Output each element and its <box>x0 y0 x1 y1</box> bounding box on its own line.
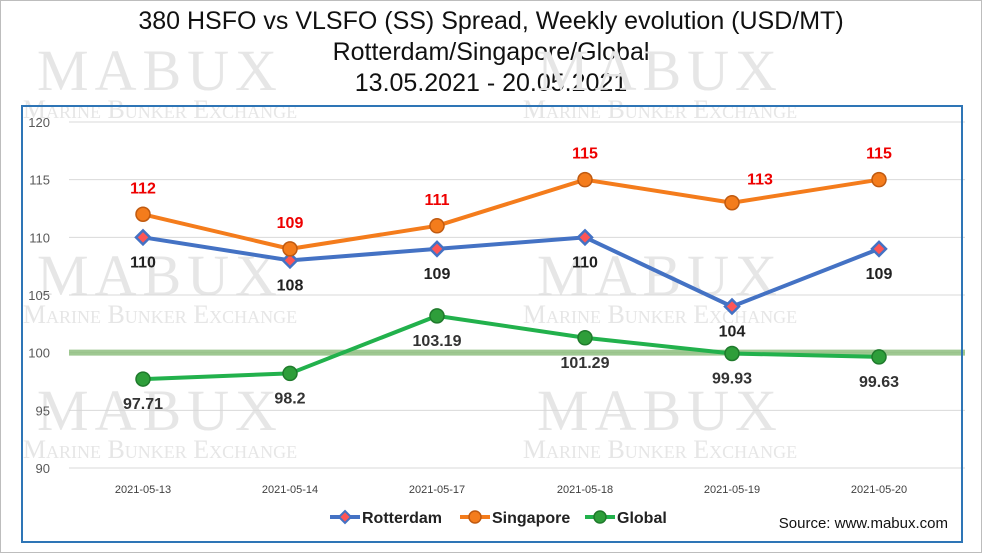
title-line-3: 13.05.2021 - 20.05.2021 <box>354 69 628 97</box>
chart-title: 380 HSFO vs VLSFO (SS) Spread, Weekly ev… <box>0 6 982 99</box>
data-label-rotterdam: 109 <box>424 266 451 283</box>
chart-frame <box>21 105 963 543</box>
watermark-brand: MABUX <box>537 38 783 103</box>
point-global <box>577 330 593 346</box>
y-tick-label: 95 <box>36 403 50 418</box>
point-singapore <box>577 171 593 188</box>
point-rotterdam <box>723 297 741 316</box>
x-tick-label: 2021-05-13 <box>115 484 171 496</box>
data-label-singapore: 113 <box>747 172 773 189</box>
data-label-global: 99.63 <box>859 374 899 391</box>
y-tick-label: 120 <box>28 115 50 130</box>
y-tick-label: 110 <box>29 230 50 245</box>
watermark-brand: MABUX <box>537 243 783 308</box>
point-global <box>282 365 298 382</box>
data-label-singapore: 115 <box>866 146 892 163</box>
x-tick-label: 2021-05-18 <box>557 484 613 496</box>
legend: Rotterdam Singapore Global <box>330 509 667 527</box>
x-axis-ticks: 2021-05-13 2021-05-14 2021-05-17 2021-05-18… <box>115 484 907 496</box>
data-labels: 110 108 109 110 104 109 112 109 111 115 113 115 97.7… <box>123 146 899 413</box>
point-global <box>724 345 740 362</box>
watermark-tagline: Marine Bunker Exchange <box>523 435 797 464</box>
legend-label-singapore: Singapore <box>492 510 570 527</box>
series-layer <box>134 171 888 387</box>
legend-label-rotterdam: Rotterdam <box>362 510 442 527</box>
x-tick-label: 2021-05-19 <box>704 484 760 496</box>
data-label-singapore: 115 <box>572 146 598 163</box>
point-singapore <box>282 241 298 257</box>
watermark-tagline: Marine Bunker Exchange <box>523 300 797 329</box>
legend-marker-singapore <box>468 510 482 524</box>
point-rotterdam <box>576 228 594 247</box>
data-label-rotterdam: 104 <box>719 324 746 341</box>
point-singapore <box>871 171 887 188</box>
data-label-global: 101.29 <box>561 355 610 372</box>
watermark-brand: MABUX <box>37 38 283 103</box>
y-tick-label: 115 <box>29 173 50 188</box>
point-global <box>429 308 445 324</box>
y-tick-label: 90 <box>36 461 50 476</box>
title-line-1: 380 HSFO vs VLSFO (SS) Spread, Weekly ev… <box>138 7 844 35</box>
data-label-singapore: 109 <box>277 215 304 232</box>
watermark-tagline: Marine Bunker Exchange <box>23 300 297 329</box>
data-label-rotterdam: 110 <box>572 254 598 271</box>
y-axis-ticks: 90 95 100 105 110 115 120 <box>28 115 50 476</box>
data-label-global: 103.19 <box>413 333 462 350</box>
point-global <box>871 349 887 365</box>
x-tick-label: 2021-05-17 <box>409 484 465 496</box>
data-label-singapore: 111 <box>425 192 450 209</box>
watermark-tagline: Marine Bunker Exchange <box>23 435 297 464</box>
point-rotterdam <box>134 228 152 247</box>
watermark-tagline: Marine Bunker Exchange <box>23 95 297 124</box>
data-label-global: 98.2 <box>274 390 305 407</box>
watermark-tagline: Marine Bunker Exchange <box>523 95 797 124</box>
series-line-singapore <box>142 177 880 251</box>
data-label-singapore: 112 <box>130 180 156 197</box>
point-singapore <box>135 206 151 223</box>
legend-label-global: Global <box>617 510 667 527</box>
legend-marker-global <box>593 510 607 524</box>
source-note: Source: www.mabux.com <box>778 515 948 532</box>
data-label-global: 99.93 <box>712 370 752 387</box>
legend-marker-rotterdam <box>337 509 353 525</box>
data-label-rotterdam: 110 <box>130 254 156 271</box>
point-singapore <box>429 218 445 234</box>
point-singapore <box>724 194 740 211</box>
y-tick-label: 105 <box>28 288 50 303</box>
data-label-rotterdam: 108 <box>277 277 304 294</box>
data-label-global: 97.71 <box>123 396 163 413</box>
x-tick-label: 2021-05-20 <box>851 484 907 496</box>
title-line-2: Rotterdam/Singapore/Global <box>332 38 650 66</box>
point-rotterdam <box>870 240 888 258</box>
data-label-rotterdam: 109 <box>866 266 893 283</box>
y-tick-label: 100 <box>28 346 50 361</box>
series-line-global <box>142 313 880 382</box>
point-global <box>135 371 151 387</box>
series-line-rotterdam <box>142 235 880 309</box>
point-rotterdam <box>428 240 446 258</box>
x-tick-label: 2021-05-14 <box>262 484 318 496</box>
point-rotterdam <box>281 251 299 270</box>
